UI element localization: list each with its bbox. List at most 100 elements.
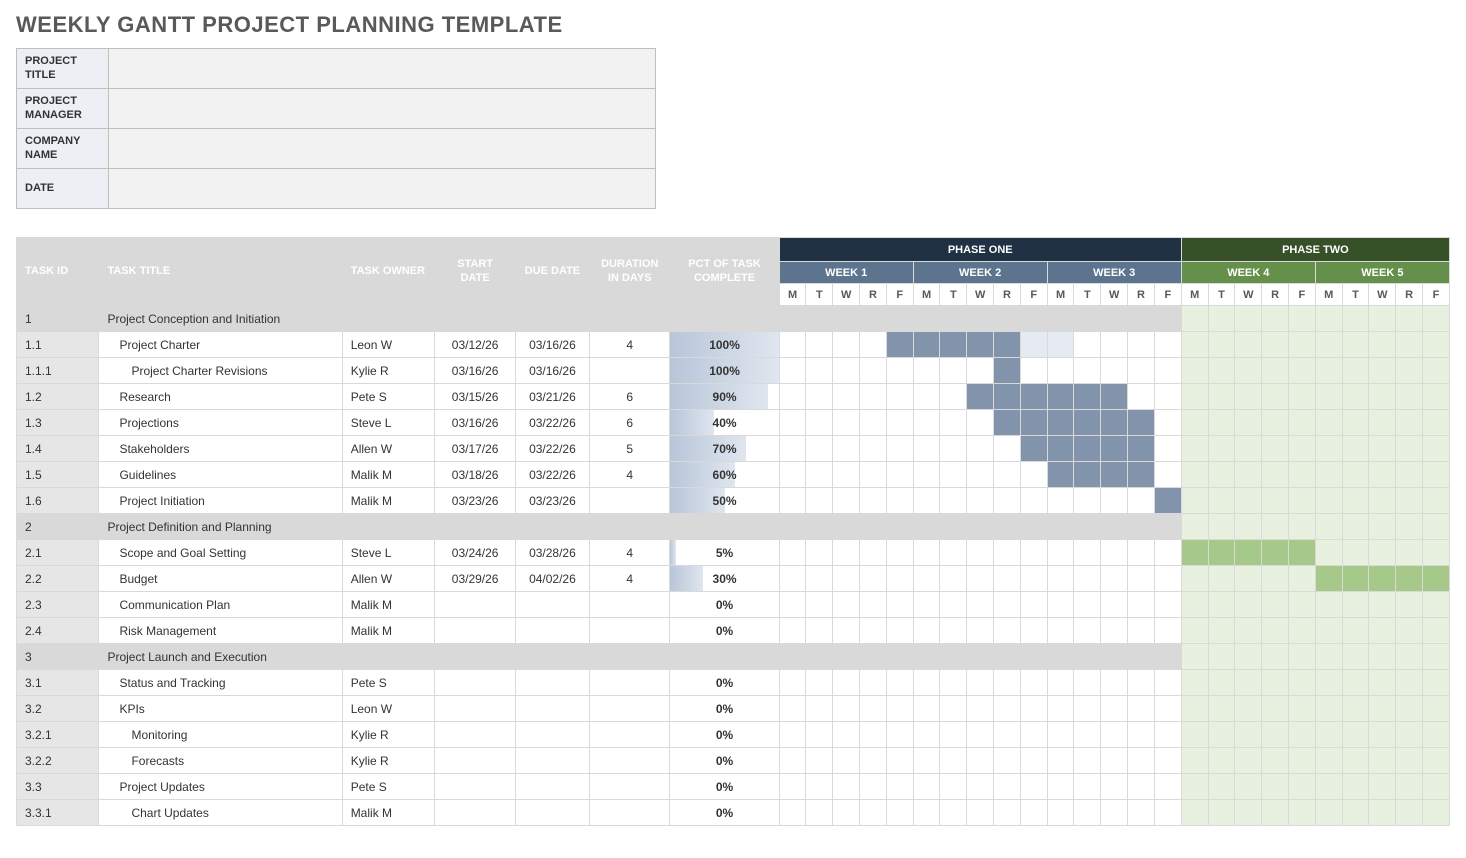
- day-cell: [1342, 332, 1369, 358]
- day-cell: [1181, 462, 1208, 488]
- day-cell: [1101, 436, 1128, 462]
- day-cell: [1020, 306, 1047, 332]
- cell-pct: 100%: [670, 358, 779, 384]
- day-cell: [1128, 800, 1155, 826]
- cell-task-title: Project Charter Revisions: [99, 358, 342, 384]
- day-cell: [967, 696, 994, 722]
- day-cell: [1422, 592, 1449, 618]
- day-cell: [967, 800, 994, 826]
- day-cell: [1315, 358, 1342, 384]
- cell-due: 03/22/26: [515, 462, 589, 488]
- day-cell: [1369, 566, 1396, 592]
- cell-start: [435, 592, 515, 618]
- meta-value[interactable]: [109, 49, 656, 89]
- day-cell: [1315, 436, 1342, 462]
- day-cell: [1020, 800, 1047, 826]
- day-cell: [1235, 644, 1262, 670]
- day-cell: [833, 644, 860, 670]
- day-header: R: [1262, 284, 1289, 306]
- gantt-table: TASK IDTASK TITLETASK OWNERSTART DATEDUE…: [16, 237, 1450, 826]
- day-cell: [1074, 488, 1101, 514]
- day-cell: [994, 306, 1021, 332]
- cell-due: [515, 748, 589, 774]
- table-row: 1.2ResearchPete S03/15/2603/21/26690%: [17, 384, 1450, 410]
- day-cell: [1208, 488, 1235, 514]
- day-cell: [1128, 566, 1155, 592]
- day-cell: [1369, 592, 1396, 618]
- day-cell: [1208, 618, 1235, 644]
- day-cell: [1396, 670, 1423, 696]
- day-cell: [1101, 462, 1128, 488]
- day-cell: [779, 332, 806, 358]
- day-cell: [779, 540, 806, 566]
- day-cell: [860, 332, 887, 358]
- day-cell: [940, 566, 967, 592]
- day-cell: [1342, 358, 1369, 384]
- cell-task-id: 2.4: [17, 618, 99, 644]
- meta-label: PROJECT TITLE: [17, 49, 109, 89]
- day-cell: [1128, 696, 1155, 722]
- day-cell: [1128, 592, 1155, 618]
- day-cell: [1422, 358, 1449, 384]
- day-cell: [1154, 592, 1181, 618]
- cell-owner: Allen W: [342, 566, 435, 592]
- day-cell: [1396, 618, 1423, 644]
- day-cell: [806, 384, 833, 410]
- day-cell: [1288, 748, 1315, 774]
- day-cell: [1128, 410, 1155, 436]
- day-cell: [779, 566, 806, 592]
- day-cell: [1154, 514, 1181, 540]
- cell-duration: [590, 696, 670, 722]
- cell-task-id: 2.1: [17, 540, 99, 566]
- day-cell: [1262, 618, 1289, 644]
- day-cell: [806, 618, 833, 644]
- day-cell: [1315, 488, 1342, 514]
- day-cell: [1128, 618, 1155, 644]
- day-cell: [994, 722, 1021, 748]
- cell-pct: 60%: [670, 462, 779, 488]
- day-cell: [1181, 332, 1208, 358]
- day-cell: [1342, 436, 1369, 462]
- cell-task-title: Guidelines: [99, 462, 342, 488]
- day-cell: [913, 436, 940, 462]
- day-cell: [1235, 384, 1262, 410]
- week-header: WEEK 3: [1047, 262, 1181, 284]
- day-cell: [1208, 670, 1235, 696]
- day-cell: [1074, 462, 1101, 488]
- cell-duration: [590, 774, 670, 800]
- day-cell: [1422, 488, 1449, 514]
- cell-blank: [590, 514, 670, 540]
- day-cell: [940, 670, 967, 696]
- day-cell: [994, 644, 1021, 670]
- day-cell: [940, 462, 967, 488]
- meta-value[interactable]: [109, 89, 656, 129]
- day-cell: [940, 436, 967, 462]
- cell-task-id: 3.3.1: [17, 800, 99, 826]
- day-cell: [1020, 592, 1047, 618]
- day-cell: [833, 800, 860, 826]
- day-cell: [1208, 436, 1235, 462]
- cell-start: [435, 696, 515, 722]
- meta-value[interactable]: [109, 129, 656, 169]
- day-cell: [1288, 514, 1315, 540]
- day-cell: [1208, 332, 1235, 358]
- day-cell: [833, 410, 860, 436]
- day-cell: [1315, 306, 1342, 332]
- day-cell: [1315, 748, 1342, 774]
- day-cell: [1262, 774, 1289, 800]
- day-cell: [886, 410, 913, 436]
- day-cell: [913, 696, 940, 722]
- day-cell: [779, 670, 806, 696]
- meta-value[interactable]: [109, 169, 656, 209]
- day-cell: [940, 696, 967, 722]
- day-cell: [860, 514, 887, 540]
- day-cell: [1315, 540, 1342, 566]
- day-header: M: [779, 284, 806, 306]
- day-cell: [940, 410, 967, 436]
- cell-pct: 0%: [670, 722, 779, 748]
- cell-start: 03/12/26: [435, 332, 515, 358]
- cell-duration: [590, 358, 670, 384]
- day-cell: [940, 306, 967, 332]
- table-row: 3.2.2ForecastsKylie R0%: [17, 748, 1450, 774]
- day-cell: [886, 332, 913, 358]
